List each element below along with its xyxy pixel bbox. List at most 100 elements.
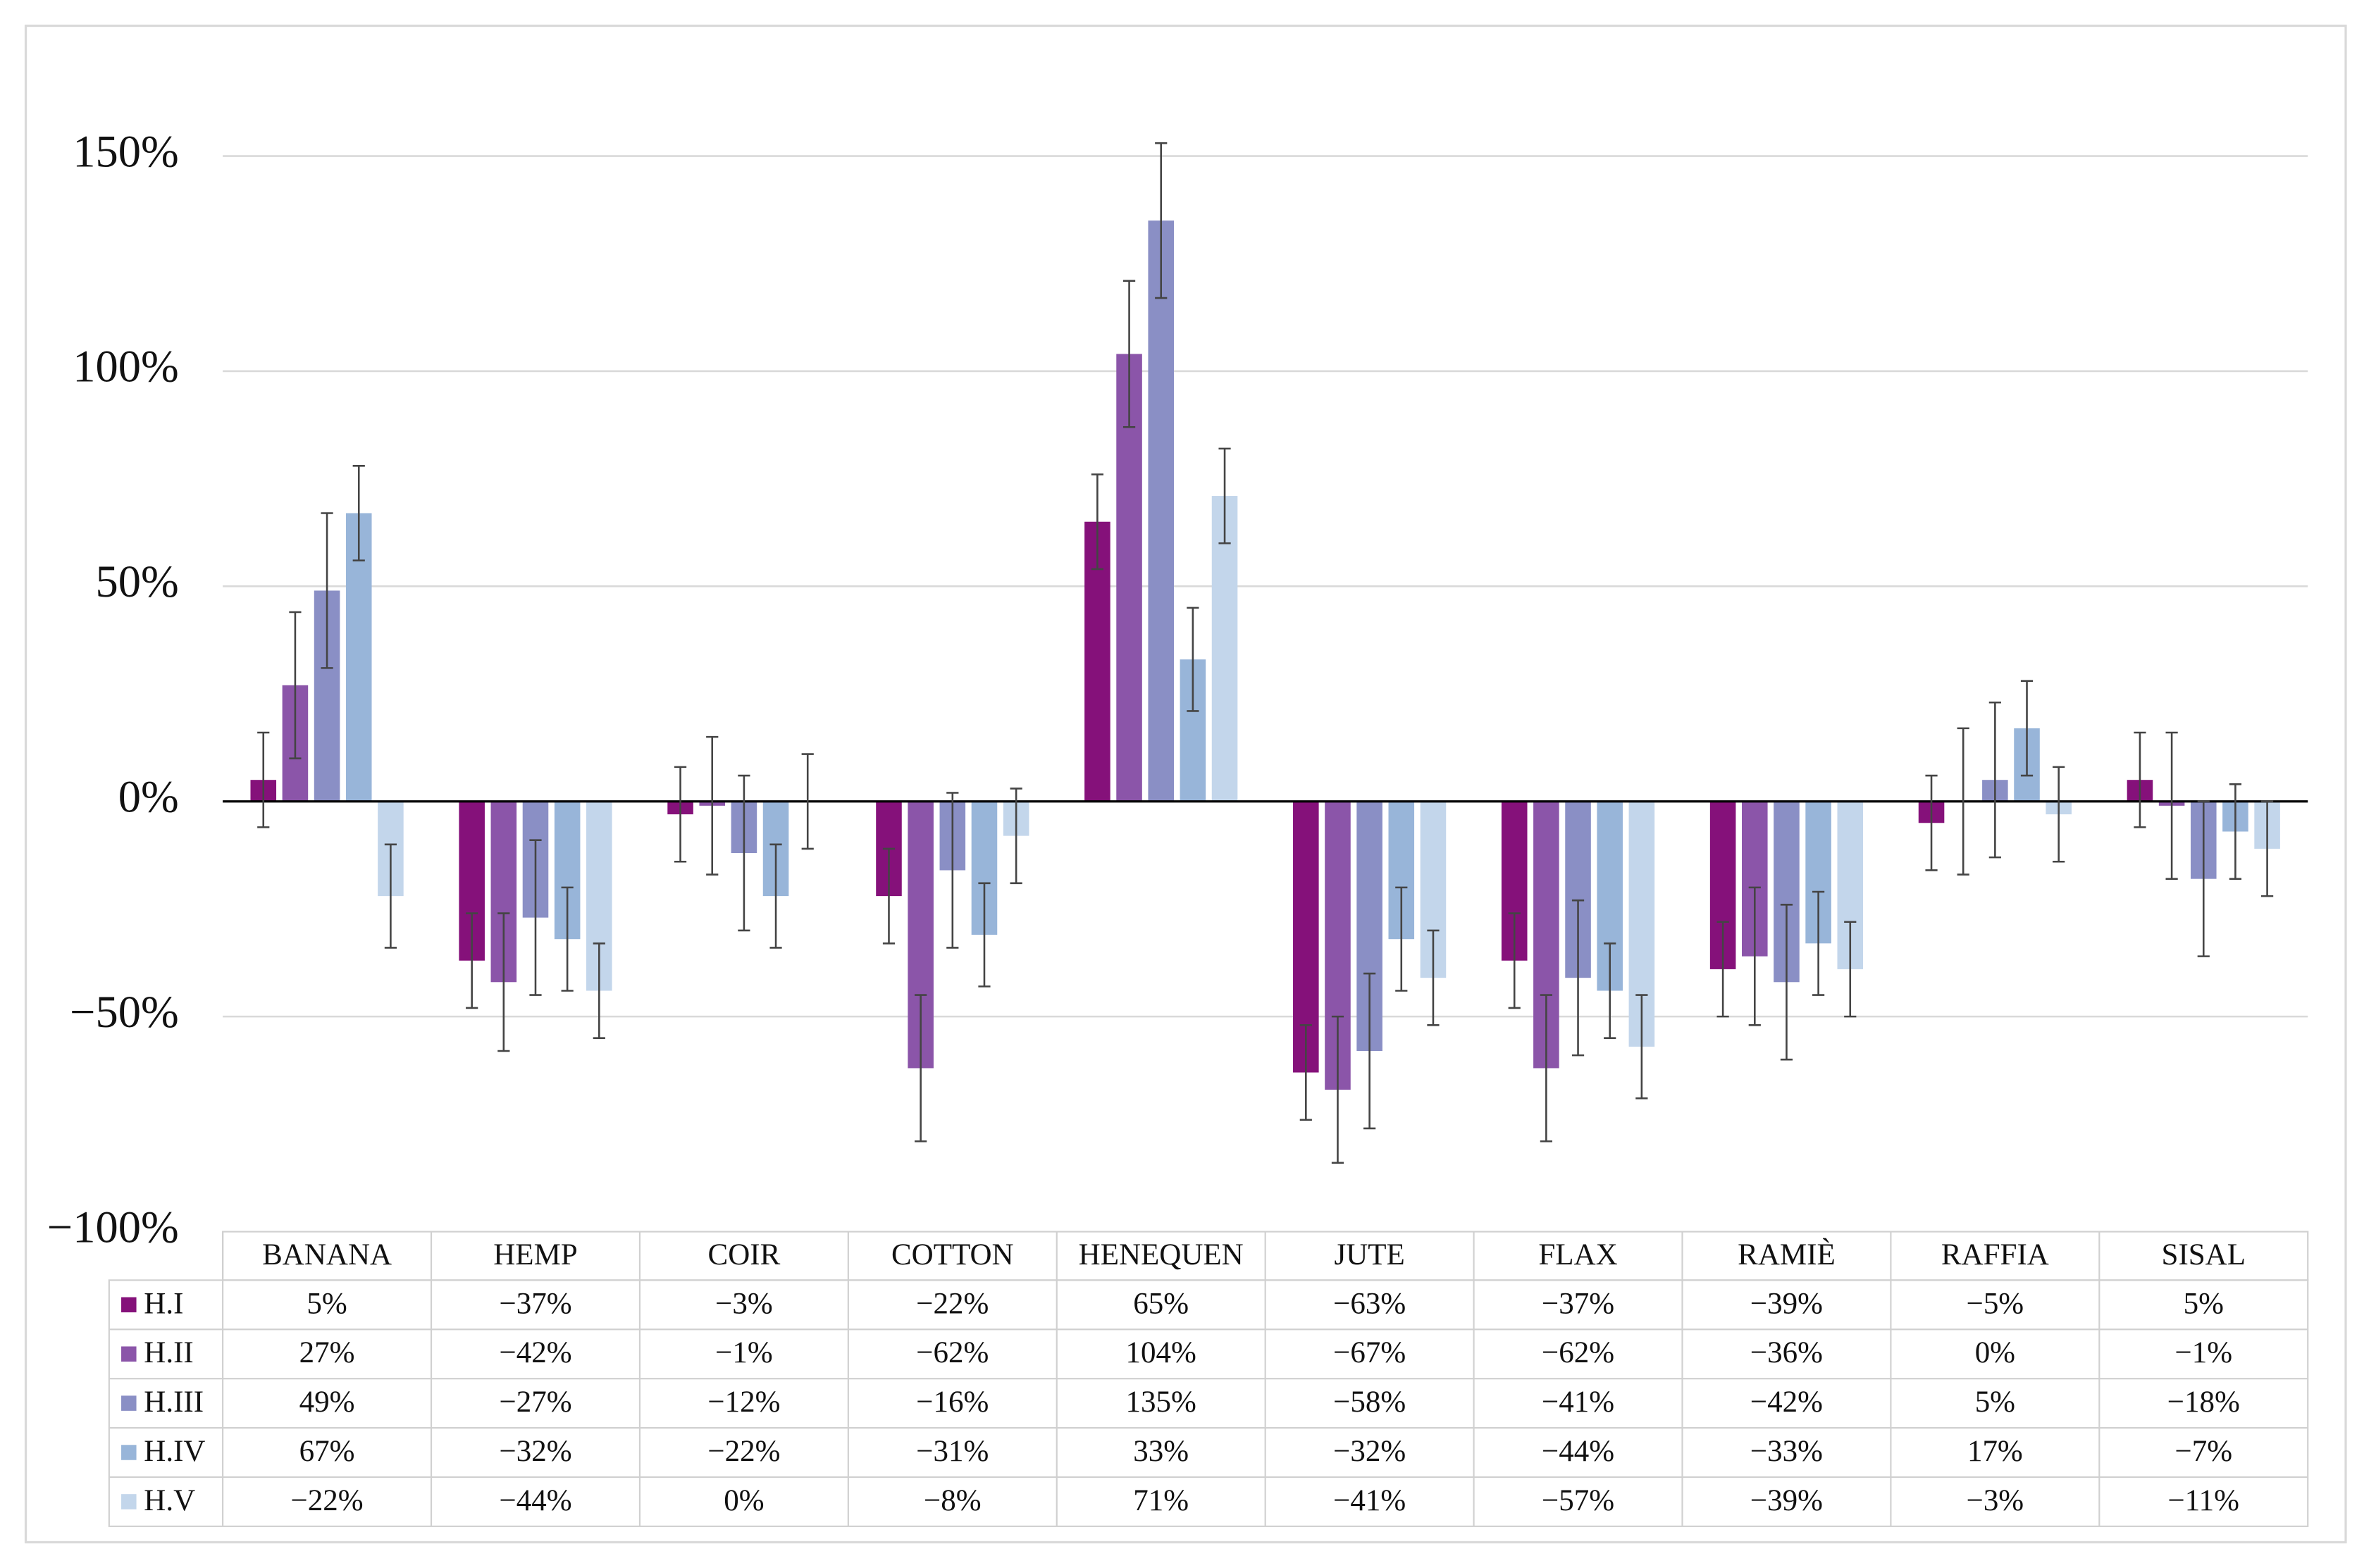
value-label: −42%	[499, 1336, 571, 1369]
y-tick-label: 50%	[96, 556, 179, 606]
value-label: −18%	[2167, 1386, 2240, 1419]
y-tick-label: 0%	[118, 772, 179, 822]
error-bar	[1395, 886, 1408, 992]
value-label: −1%	[715, 1336, 773, 1369]
value-label: −37%	[499, 1287, 571, 1320]
error-bar	[1716, 921, 1729, 1018]
error-bar	[1299, 1024, 1312, 1121]
y-tick-label: −50%	[70, 987, 179, 1037]
value-label: 33%	[1133, 1435, 1189, 1468]
error-bar	[1363, 972, 1376, 1130]
error-bar	[1571, 899, 1585, 1057]
value-label: 5%	[307, 1287, 347, 1320]
error-bar	[2134, 731, 2146, 828]
value-label: 49%	[299, 1386, 355, 1419]
value-label: −5%	[1967, 1287, 2024, 1320]
value-label: −22%	[291, 1484, 364, 1517]
error-bar	[801, 753, 814, 850]
error-bar	[497, 912, 510, 1052]
error-bar	[1427, 929, 1440, 1026]
error-bar	[1508, 912, 1521, 1009]
legend-swatch	[121, 1494, 137, 1510]
value-label: 135%	[1126, 1386, 1196, 1419]
error-bar	[321, 512, 333, 669]
x-tick-label: RAFFIA	[1941, 1238, 2049, 1271]
value-label: −39%	[1750, 1484, 1823, 1517]
error-bar	[1957, 727, 1969, 876]
error-bar	[1604, 942, 1616, 1039]
legend-label: H.III	[144, 1386, 204, 1419]
error-bar	[384, 843, 397, 949]
bar	[1211, 496, 1238, 802]
error-bar	[946, 792, 959, 949]
error-bar	[1748, 886, 1761, 1026]
error-bar	[1635, 994, 1648, 1100]
legend-label: H.I	[144, 1287, 183, 1320]
error-bar	[1925, 774, 1938, 871]
value-label: −58%	[1333, 1386, 1406, 1419]
error-bar	[1844, 921, 1857, 1018]
value-label: −63%	[1333, 1287, 1406, 1320]
error-bar	[738, 774, 750, 932]
error-bar	[1812, 890, 1825, 996]
x-tick-label: HEMP	[493, 1238, 577, 1271]
legend-swatch	[121, 1297, 137, 1313]
value-label: −57%	[1542, 1484, 1614, 1517]
value-label: −1%	[2174, 1336, 2232, 1369]
value-label: −44%	[499, 1484, 571, 1517]
error-bar	[1010, 788, 1022, 885]
x-tick-label: HENEQUEN	[1079, 1238, 1244, 1271]
error-bar	[915, 994, 927, 1143]
error-bar	[2197, 800, 2210, 957]
error-bar	[1780, 904, 1793, 1061]
value-label: −16%	[916, 1386, 989, 1419]
value-label: 65%	[1133, 1287, 1189, 1320]
error-bar	[882, 847, 896, 945]
x-tick-label: JUTE	[1334, 1238, 1404, 1271]
error-bar	[466, 912, 478, 1009]
error-bar	[769, 843, 782, 949]
value-label: 71%	[1133, 1484, 1189, 1517]
error-bar	[2229, 783, 2242, 880]
value-label: −62%	[1542, 1336, 1614, 1369]
error-bar	[1218, 447, 1231, 545]
value-label: −7%	[2174, 1435, 2232, 1468]
error-bar	[2165, 731, 2178, 880]
legend-label: H.II	[144, 1336, 193, 1369]
value-label: −41%	[1542, 1386, 1614, 1419]
value-label: −33%	[1750, 1435, 1823, 1468]
value-label: 5%	[1975, 1386, 2015, 1419]
value-label: 17%	[1967, 1435, 2023, 1468]
value-label: 67%	[299, 1435, 355, 1468]
value-label: −3%	[715, 1287, 773, 1320]
value-label: −62%	[916, 1336, 989, 1369]
x-tick-label: FLAX	[1538, 1238, 1617, 1271]
value-label: 5%	[2184, 1287, 2224, 1320]
value-label: −32%	[499, 1435, 571, 1468]
x-tick-label: SISAL	[2162, 1238, 2246, 1271]
value-label: −31%	[916, 1435, 989, 1468]
error-bar	[2260, 800, 2274, 897]
value-label: −44%	[1542, 1435, 1614, 1468]
table-frame	[108, 1279, 2309, 1527]
value-label: −32%	[1333, 1435, 1406, 1468]
x-tick-label: COIR	[708, 1238, 781, 1271]
value-label: −12%	[707, 1386, 780, 1419]
value-label: −27%	[499, 1386, 571, 1419]
error-bar	[1331, 1015, 1344, 1164]
legend-swatch	[121, 1395, 137, 1411]
legend-swatch	[121, 1346, 137, 1362]
error-bar	[978, 882, 991, 988]
error-bar	[1540, 994, 1552, 1143]
error-bar	[352, 465, 365, 561]
value-label: 27%	[299, 1336, 355, 1369]
x-tick-label: RAMIÈ	[1738, 1238, 1836, 1271]
y-tick-label: 150%	[73, 126, 178, 176]
value-label: −22%	[707, 1435, 780, 1468]
bar	[1148, 220, 1175, 802]
value-label: −8%	[924, 1484, 982, 1517]
y-tick-label: −100%	[47, 1202, 179, 1252]
error-bar	[1187, 606, 1199, 712]
